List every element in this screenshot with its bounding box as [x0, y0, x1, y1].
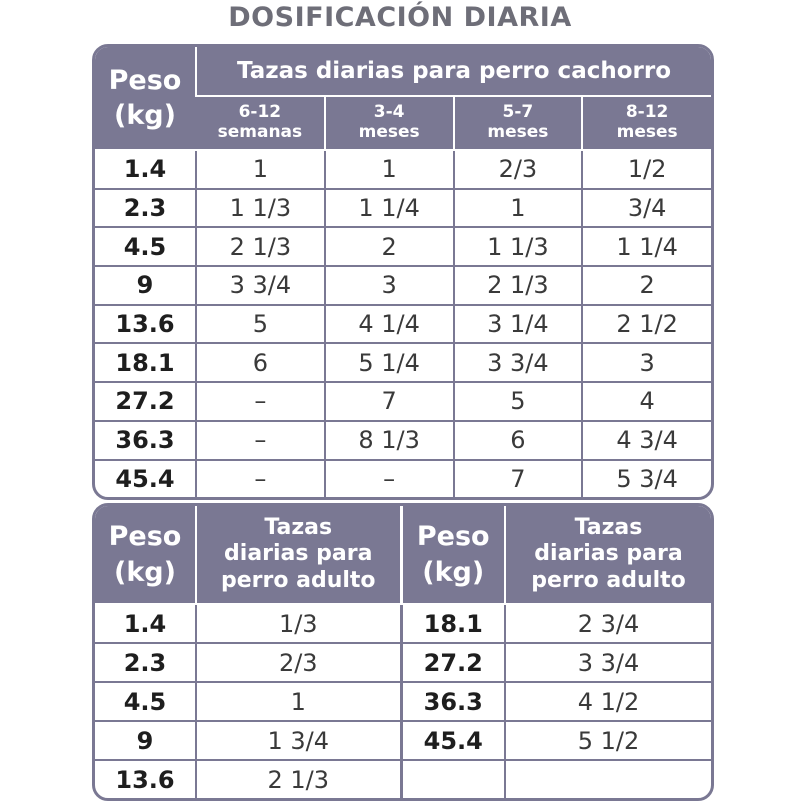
weight-cell: 2.3 [95, 188, 196, 229]
cups-cell: 1/2 [581, 150, 711, 190]
table-row: 2.3 1 1/3 1 1/4 1 3/4 [95, 188, 711, 229]
cups-cell [504, 760, 711, 798]
weight-cell: 1.4 [95, 604, 196, 645]
age-header: 3-4 meses [323, 96, 454, 151]
cups-cell: 5 1/2 [504, 721, 711, 762]
cups-cell: 2 3/4 [504, 604, 711, 645]
cups-cell: 2 [581, 266, 711, 306]
weight-cell: 9 [95, 721, 196, 762]
cups-cell: 2 1/3 [452, 266, 583, 306]
cups-cell: 2 1/3 [195, 227, 325, 268]
weight-cell: 4.5 [95, 227, 196, 268]
weight-cell: 27.2 [399, 643, 505, 684]
weight-cell: 27.2 [95, 382, 196, 422]
age-header: 8-12 meses [581, 96, 711, 151]
weight-cell: 36.3 [399, 682, 505, 723]
cups-cell: 1 [452, 188, 583, 229]
weight-header: Peso (kg) [95, 47, 196, 151]
cups-cell: 2/3 [452, 150, 583, 190]
cups-cell: – [195, 420, 325, 461]
cups-cell: 1 [195, 150, 325, 190]
cups-cell: 6 [452, 420, 583, 461]
cups-cell: 2/3 [195, 643, 401, 684]
cups-cell: 1 1/4 [323, 188, 454, 229]
cups-cell: – [195, 459, 325, 497]
puppy-cups-header: Tazas diarias para perro cachorro [195, 47, 711, 97]
cups-cell: 3 [323, 266, 454, 306]
table-row: 36.3–8 1/3 6 4 3/4 [95, 420, 711, 461]
cups-cell: 1 3/4 [195, 721, 401, 762]
cups-cell: 2 [323, 227, 454, 268]
cups-cell: 3 1/4 [452, 304, 583, 345]
cups-cell: 5 [452, 382, 583, 422]
cups-cell: 4 1/4 [323, 304, 454, 345]
cups-cell: 1 [195, 682, 401, 723]
cups-cell: 7 [323, 382, 454, 422]
table-row: 2.3 2/3 27.2 3 3/4 [95, 643, 711, 684]
cups-cell: 5 [195, 304, 325, 345]
cups-cell: 8 1/3 [323, 420, 454, 461]
cups-cell: 3 3/4 [504, 643, 711, 684]
age-header: 6-12 semanas [196, 96, 325, 151]
adult-cups-header: Tazas diarias para perro adulto [504, 506, 711, 605]
weight-cell: 1.4 [95, 150, 196, 190]
cups-cell: 6 [195, 343, 325, 384]
puppy-dosage-table: Peso (kg) Tazas diarias para perro cacho… [92, 44, 714, 500]
table-row: 4.5 2 1/3 2 1 1/3 1 1/4 [95, 227, 711, 268]
adult-cups-header: Tazas diarias para perro adulto [195, 506, 401, 605]
cups-cell: 3 [581, 343, 711, 384]
cups-cell: 1/3 [195, 604, 401, 645]
cups-cell: 1 1/3 [452, 227, 583, 268]
table-row: 13.6 2 1/3 [95, 760, 711, 798]
table-row: 27.2–7 5 4 [95, 382, 711, 422]
weight-cell: 45.4 [399, 721, 505, 762]
weight-cell: 45.4 [115, 464, 175, 493]
weight-cell: 13.6 [95, 304, 196, 345]
cups-cell: 2 1/2 [581, 304, 711, 345]
page-title: DOSIFICACIÓN DIARIA [228, 2, 572, 33]
table-row: 45.4– –7 5 3/4 [95, 459, 711, 497]
weight-cell: 4.5 [95, 682, 196, 723]
cups-cell: 4 3/4 [581, 420, 711, 461]
cups-cell: 5 3/4 [581, 459, 711, 497]
cups-cell: 1 1/4 [581, 227, 711, 268]
cups-cell: – [195, 382, 325, 422]
weight-cell: 13.6 [115, 765, 175, 794]
cups-cell: 5 1/4 [323, 343, 454, 384]
cups-cell: 2 1/3 [195, 760, 401, 798]
cups-cell: 7 [452, 459, 583, 497]
cups-cell: – [323, 459, 454, 497]
cups-cell: 4 [581, 382, 711, 422]
weight-cell: 18.1 [399, 604, 505, 645]
cups-cell: 4 1/2 [504, 682, 711, 723]
table-row: 4.5 1 36.3 4 1/2 [95, 682, 711, 723]
table-row: 1.4 1/3 18.1 2 3/4 [95, 604, 711, 645]
age-header: 5-7 meses [452, 96, 583, 151]
weight-cell: 2.3 [95, 643, 196, 684]
adult-dosage-table: Peso (kg) Tazas diarias para perro adult… [92, 503, 714, 801]
cups-cell: 1 [323, 150, 454, 190]
table-row: 18.1 6 5 1/4 3 3/4 3 [95, 343, 711, 384]
weight-cell: 36.3 [95, 420, 196, 461]
cups-cell: 3/4 [581, 188, 711, 229]
table-row: 13.6 5 4 1/4 3 1/4 2 1/2 [95, 304, 711, 345]
table-row: 1.4 1 1 2/3 1/2 [95, 150, 711, 190]
weight-cell [399, 760, 505, 798]
weight-cell: 18.1 [95, 343, 196, 384]
weight-header: Peso (kg) [399, 506, 505, 605]
weight-cell: 9 [95, 266, 196, 306]
weight-header: Peso (kg) [95, 506, 196, 605]
cups-cell: 1 1/3 [195, 188, 325, 229]
cups-cell: 3 3/4 [195, 266, 325, 306]
cups-cell: 3 3/4 [452, 343, 583, 384]
